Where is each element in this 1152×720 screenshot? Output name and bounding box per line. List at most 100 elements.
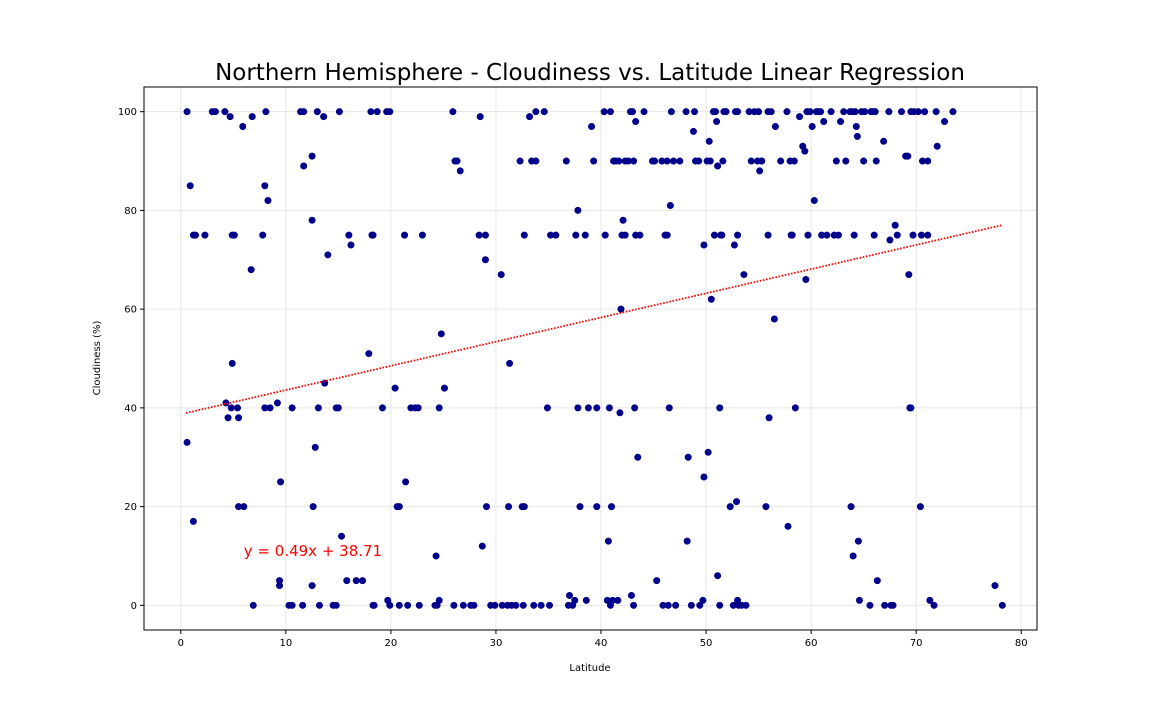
data-point [832, 157, 840, 165]
data-point [700, 241, 708, 249]
data-point [734, 108, 742, 116]
data-point [742, 601, 750, 609]
data-point [998, 601, 1006, 609]
data-point [497, 271, 505, 279]
data-point [764, 231, 772, 239]
data-point [827, 108, 835, 116]
data-point [632, 118, 640, 126]
data-point [712, 108, 720, 116]
data-point [482, 503, 490, 511]
data-point [532, 157, 540, 165]
data-point [491, 601, 499, 609]
x-tick-label: 0 [178, 638, 184, 649]
data-point [810, 197, 818, 205]
data-point [926, 596, 934, 604]
data-point [347, 241, 355, 249]
data-point [791, 404, 799, 412]
data-point [706, 157, 714, 165]
data-point [552, 231, 560, 239]
data-point [588, 122, 596, 130]
data-point [699, 596, 707, 604]
data-point [631, 404, 639, 412]
data-point [842, 157, 850, 165]
data-point [437, 330, 445, 338]
data-point [476, 113, 484, 121]
data-point [240, 503, 248, 511]
data-point [707, 295, 715, 303]
x-tick-label: 40 [595, 638, 608, 649]
data-point [277, 478, 285, 486]
data-point [562, 157, 570, 165]
y-tick-label: 0 [131, 601, 137, 612]
data-point [201, 231, 209, 239]
data-point [630, 157, 638, 165]
data-point [991, 582, 999, 590]
data-point [614, 596, 622, 604]
y-tick-label: 40 [124, 403, 137, 414]
regression-equation: y = 0.49x + 38.71 [244, 542, 382, 560]
data-point [619, 216, 627, 224]
data-point [806, 108, 814, 116]
data-point [704, 448, 712, 456]
data-point [608, 503, 616, 511]
data-point [590, 157, 598, 165]
data-point [914, 108, 922, 116]
x-tick-label: 70 [910, 638, 923, 649]
data-point [288, 404, 296, 412]
data-point [475, 231, 483, 239]
data-point [722, 108, 730, 116]
data-point [666, 201, 674, 209]
x-axis-ticks: 0 10 20 30 40 50 60 70 80 [178, 630, 1028, 649]
data-point [369, 231, 377, 239]
data-point [526, 113, 534, 121]
data-point [224, 414, 232, 422]
data-point [440, 384, 448, 392]
data-point [234, 404, 242, 412]
data-point [893, 231, 901, 239]
data-point [299, 601, 307, 609]
data-point [530, 601, 538, 609]
data-point [459, 601, 467, 609]
data-point [571, 596, 579, 604]
data-point [470, 601, 478, 609]
data-point [849, 552, 857, 560]
data-point [801, 147, 809, 155]
data-point [755, 108, 763, 116]
data-point [315, 601, 323, 609]
data-point [230, 231, 238, 239]
data-points [183, 108, 1006, 609]
data-point [481, 231, 489, 239]
data-point [847, 503, 855, 511]
data-point [916, 503, 924, 511]
data-point [907, 404, 915, 412]
data-point [593, 503, 601, 511]
data-point [615, 157, 623, 165]
data-point [949, 108, 957, 116]
data-point [823, 231, 831, 239]
data-point [584, 404, 592, 412]
data-point [663, 157, 671, 165]
data-point [572, 231, 580, 239]
data-point [710, 231, 718, 239]
data-point [276, 582, 284, 590]
data-point [601, 231, 609, 239]
data-point [581, 231, 589, 239]
data-point [183, 108, 191, 116]
data-point [449, 108, 457, 116]
data-point [873, 577, 881, 585]
plot-frame [143, 86, 1038, 631]
data-point [308, 216, 316, 224]
data-point [593, 404, 601, 412]
data-point [574, 404, 582, 412]
data-point [740, 271, 748, 279]
x-tick-label: 50 [700, 638, 713, 649]
data-point [880, 137, 888, 145]
data-point [546, 601, 554, 609]
data-point [664, 601, 672, 609]
data-point [313, 108, 321, 116]
data-point [273, 399, 281, 407]
data-point [683, 537, 691, 545]
data-point [401, 231, 409, 239]
